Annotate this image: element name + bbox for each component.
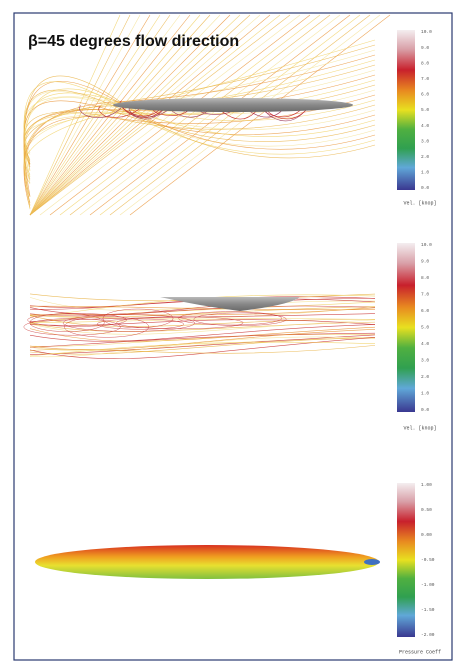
colorbar-tick-label: 0.00 xyxy=(421,532,432,538)
colorbar-tick-label: 4.0 xyxy=(421,341,429,347)
page: {"title": "β=45 degrees flow direction",… xyxy=(0,0,464,663)
colorbar-tick-label: 7.0 xyxy=(421,292,429,298)
colorbar-tick-label: 1.00 xyxy=(421,482,432,488)
colorbar-tick-label: 6.0 xyxy=(421,308,429,314)
figure: β=45 degrees flow direction 10.0 9.0 8.0 7.… xyxy=(0,0,464,663)
hull-tip xyxy=(364,559,380,565)
colorbar-tick-label: 2.0 xyxy=(421,154,429,160)
hull-top-view xyxy=(113,98,353,112)
figure-title: β=45 degrees flow direction xyxy=(28,33,239,50)
colorbar-tick-label: -0.50 xyxy=(421,557,435,563)
colorbar-tick-label: -2.00 xyxy=(421,632,435,638)
colorbar-caption: Vel. [knop] xyxy=(403,200,436,206)
colorbar-tick-label: 9.0 xyxy=(421,259,429,265)
colorbar-tick-label: 9.0 xyxy=(421,45,429,51)
colorbar-tick-label: 3.0 xyxy=(421,358,429,364)
colorbar-tick-label: 10.0 xyxy=(421,242,432,248)
colorbar-tick-label: -1.50 xyxy=(421,607,435,613)
colorbar-tick-label: 0.50 xyxy=(421,507,432,513)
colorbar-caption: Vel. [knop] xyxy=(403,425,436,431)
colorbar xyxy=(397,30,415,190)
colorbar xyxy=(397,243,415,412)
colorbar xyxy=(397,483,415,637)
colorbar-tick-label: 7.0 xyxy=(421,76,429,82)
colorbar-tick-label: 3.0 xyxy=(421,138,429,144)
colorbar-tick-label: 10.0 xyxy=(421,29,432,35)
colorbar-tick-label: 0.0 xyxy=(421,407,429,413)
colorbar-tick-label: 4.0 xyxy=(421,123,429,129)
colorbar-tick-label: 2.0 xyxy=(421,374,429,380)
colorbar-tick-label: 1.0 xyxy=(421,170,429,176)
colorbar-tick-label: 5.0 xyxy=(421,325,429,331)
hull-pressure xyxy=(35,545,379,579)
colorbar-tick-label: -1.00 xyxy=(421,582,435,588)
colorbar-tick-label: 0.0 xyxy=(421,185,429,191)
colorbar-tick-label: 8.0 xyxy=(421,60,429,66)
colorbar-tick-label: 1.0 xyxy=(421,391,429,397)
colorbar-tick-label: 5.0 xyxy=(421,107,429,113)
colorbar-tick-label: 6.0 xyxy=(421,92,429,98)
colorbar-tick-label: 8.0 xyxy=(421,275,429,281)
colorbar-caption: Pressure Coeff xyxy=(399,649,441,655)
